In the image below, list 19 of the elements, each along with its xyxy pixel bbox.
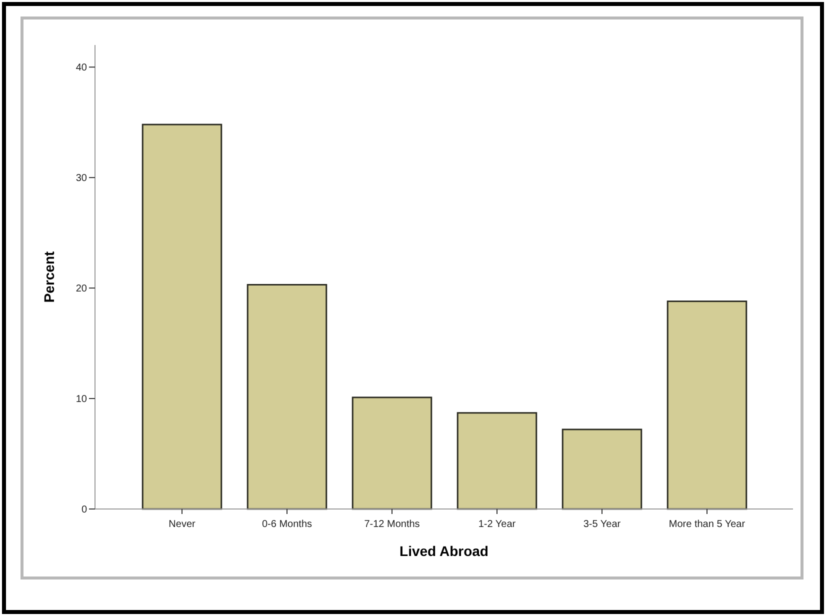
bar [456,412,538,510]
y-tick-label: 20 [76,284,88,295]
bar [352,396,432,510]
bar [142,124,222,510]
bar [246,284,328,510]
y-tick-label: 40 [76,62,88,74]
x-tick-label: 3-5 Year [583,519,622,530]
y-tick-label: 10 [76,394,88,406]
x-tick-label: 0-6 Months [262,519,312,530]
y-tick-label: 0 [81,504,88,516]
bar [666,300,748,510]
x-tick-label: More than 5 Year [668,519,746,530]
x-tick-label: Never [168,519,196,530]
y-axis-title: Percent [41,250,57,303]
x-tick-label: 1-2 Year [478,519,516,530]
x-axis-title: Lived Abroad [400,543,488,559]
x-tick-label: 7-12 Months [364,519,420,530]
bar [562,428,642,510]
y-tick-label: 30 [76,173,88,184]
